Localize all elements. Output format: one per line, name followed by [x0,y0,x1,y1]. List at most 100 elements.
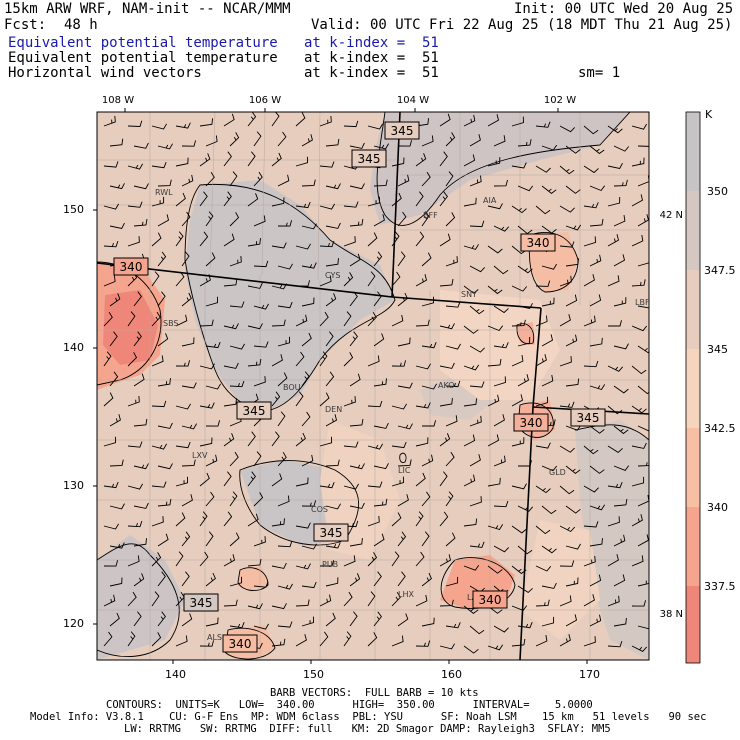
wind-barb [205,135,218,147]
wind-barb [103,161,119,168]
wind-barb [517,185,534,192]
wind-barb [277,263,293,270]
wind-barb [373,571,382,587]
field-2-level: at k-index = 51 [304,50,439,66]
wind-barb [127,631,136,647]
wind-barb [373,333,385,347]
wind-barb [391,271,401,287]
wind-barb [631,194,644,207]
contour-legend: CONTOURS: UNITS=K LOW= 340.00 HIGH= 350.… [106,699,593,711]
wind-barb [367,632,378,647]
wind-barb [343,441,359,448]
wind-barb [349,142,365,149]
wind-barb [445,532,456,547]
wind-barb [109,414,121,427]
wind-barb [373,251,383,267]
wind-barb [559,314,571,327]
wind-barb [295,599,310,607]
wind-barb [367,591,376,607]
wind-barb [445,380,461,388]
wind-barb [535,635,548,647]
wind-barb [373,378,387,387]
wind-barb [349,253,361,267]
wind-barb [271,603,287,610]
wind-barb [463,474,476,487]
wind-barb [253,260,269,268]
wind-barb [349,418,364,427]
wind-barb [247,151,256,167]
wind-barb [127,120,143,127]
wind-barb [439,643,455,650]
wind-barb [103,275,116,287]
wind-barb [157,333,169,347]
contour-label: 345 [577,411,600,425]
wind-barb [271,112,280,127]
station-sny: SNY [461,290,477,299]
wind-barb [199,640,215,647]
wind-barb [511,319,526,327]
model-title: 15km ARW WRF, NAM-init -- NCAR/MMM [4,1,291,17]
wind-barb [613,179,628,187]
x-tick-170: 170 [579,668,600,681]
wind-barb [127,163,143,170]
wind-barb [559,241,575,248]
station-bou: BOU [283,383,301,392]
wind-barb [439,191,448,207]
wind-barb [565,294,578,307]
wind-barb [325,138,340,147]
wind-barb [109,222,125,230]
wind-barb [277,411,286,427]
wind-barb [421,383,437,390]
wind-barb [205,341,221,349]
wind-barb [325,371,335,387]
wind-barb [319,203,335,210]
wind-barb [613,254,626,267]
wind-barb [439,278,454,287]
wind-barb [445,451,455,467]
wind-barb [493,342,509,349]
contour-label: 345 [243,404,266,418]
wind-barb [391,231,400,247]
wind-barb [325,612,336,627]
x-tick-150: 150 [303,668,324,681]
wind-barb [349,573,361,587]
wind-barb [133,502,149,509]
wind-barb [391,591,401,607]
wind-barb [421,252,432,267]
wind-barb [517,336,531,347]
wind-barb [151,516,164,527]
wind-barb [127,555,140,567]
wind-barb [397,382,413,389]
wind-barb [151,311,161,327]
wind-barb [589,574,602,587]
wind-barb [565,614,578,627]
wind-barb [463,645,479,654]
wind-barb [277,583,293,590]
wind-barb [439,471,448,487]
wind-barb [109,503,125,510]
wind-barb [631,514,643,527]
wind-barb [493,305,509,314]
wind-barb [343,396,356,407]
y-tick-120: 120 [63,617,84,630]
wind-barb [565,505,581,514]
wind-barb [223,554,236,567]
wind-barb [175,403,191,410]
wind-barb [373,179,388,187]
wind-barb [445,256,458,267]
wind-barb [151,162,167,169]
wind-barb [415,153,427,167]
wind-barb [343,483,359,490]
wind-barb [127,483,143,490]
wind-barb [373,611,382,627]
wind-barb [637,214,649,227]
wind-barb [463,244,479,250]
wind-barb [583,445,599,455]
wind-barb [151,552,162,567]
wind-barb [109,612,120,627]
wind-barb [565,224,582,231]
wind-barb [157,214,170,227]
wind-barb [439,398,453,407]
wind-barb [109,371,119,387]
wind-barb [511,285,528,292]
